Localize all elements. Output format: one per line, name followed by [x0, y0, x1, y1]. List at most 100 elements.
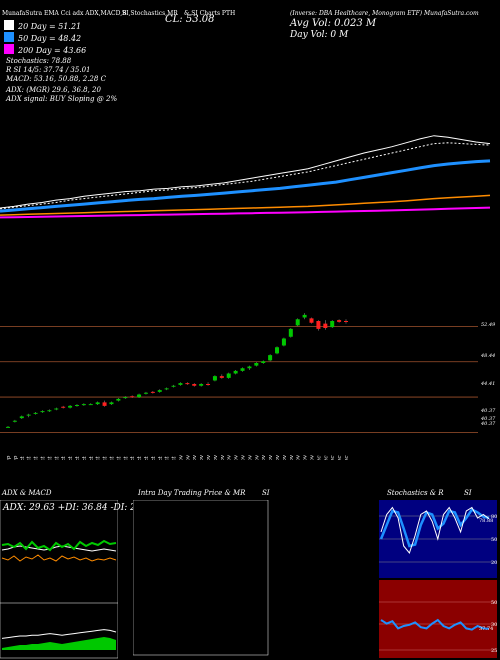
date-axis-label: 08 Nov: [213, 454, 219, 460]
candle-body: [295, 319, 300, 326]
candle-body: [88, 404, 93, 406]
rsi-line: [380, 618, 490, 631]
date-axis-label: 05 Dec: [337, 456, 343, 461]
candle-body: [123, 397, 128, 399]
date-axis-label: 01 Oct: [20, 456, 26, 460]
candle-body: [344, 321, 348, 322]
price-axis-label: 40.37: [480, 408, 496, 414]
candle-body: [323, 323, 328, 328]
adx-line-ADX: [1, 545, 117, 552]
date-axis-label: 11 Nov: [220, 454, 226, 460]
candle-body: [261, 361, 266, 363]
date-axis-label: 25 Nov: [289, 454, 295, 460]
price-axis-label: 40.37: [480, 421, 496, 427]
date-axis-label: 25 Oct: [144, 456, 150, 460]
candle-body: [337, 320, 342, 322]
date-axis-label: 26 Nov: [296, 454, 302, 460]
date-axis-label: 30 Sep: [13, 455, 19, 460]
stoch-value: 78.88: [479, 518, 493, 524]
date-axis-label: 04 Nov: [185, 454, 191, 460]
line-price: [0, 135, 491, 209]
ema200-legend: 200 Day = 43.66: [4, 44, 86, 55]
candle-body: [171, 385, 176, 387]
price-axis-label: 48.44: [480, 353, 495, 359]
adx-line-+DI: [1, 539, 117, 552]
candle-body: [185, 383, 190, 385]
day-volume: Day Vol: 0 M: [290, 30, 349, 40]
date-axis-label: 20 Nov: [268, 454, 274, 460]
candle-body: [254, 363, 259, 366]
candle-body: [74, 405, 79, 406]
candle-body: [212, 376, 217, 381]
date-axis-label: 14 Oct: [82, 456, 88, 460]
candle-body: [192, 384, 197, 386]
stoch-slow-line: [379, 507, 490, 548]
date-axis-label: 18 Nov: [254, 454, 260, 460]
line-ema100: [0, 194, 491, 216]
candle-body: [247, 366, 252, 369]
stoch-tick: 50: [491, 537, 497, 543]
candle-body: [137, 394, 142, 398]
date-axis-label: 12 Nov: [227, 454, 233, 460]
date-axis-label: 16 Oct: [96, 456, 102, 460]
rsi-readout: R SI 14/5: 37.74 / 35.01: [6, 66, 91, 74]
stoch-panel-si: SI: [464, 489, 472, 497]
candlesticks: [6, 313, 348, 428]
candle-body: [178, 383, 183, 385]
candle-body: [157, 390, 162, 392]
date-axis-label: 01 Nov: [178, 454, 184, 460]
adx-line--DI: [1, 554, 117, 562]
date-axis-label: 03 Dec: [323, 456, 329, 461]
ema50-label: 50 Day = 48.42: [18, 34, 82, 43]
candle-body: [206, 384, 211, 385]
date-axis-label: 07 Nov: [206, 454, 212, 460]
date-axis-label: 28 Oct: [151, 456, 157, 460]
date-axis-label: 15 Nov: [247, 454, 253, 460]
date-axis-label: 29 Nov: [310, 454, 316, 460]
candle-body: [12, 420, 17, 422]
date-axis-label: 21 Oct: [116, 456, 122, 460]
ema20-legend: 20 Day = 51.21: [4, 20, 81, 31]
macd-line: [1, 629, 117, 639]
date-axis-label: 09 Oct: [61, 456, 67, 460]
adx-readout: ADX: (MGR) 29.6, 36.8, 20: [6, 86, 101, 94]
date-axis-label: 29 Oct: [158, 456, 164, 460]
candle-body: [268, 355, 273, 361]
stoch-tick: 20: [491, 560, 497, 566]
candle-body: [47, 410, 52, 412]
date-axis-label: 04 Dec: [330, 456, 336, 461]
date-axis-label: 31 Oct: [172, 456, 178, 460]
ema20-swatch: [4, 20, 14, 30]
date-axis-label: 18 Oct: [109, 456, 115, 460]
adx-macd-panel: [0, 500, 118, 659]
candle-body: [68, 405, 73, 408]
date-axis-label: 13 Nov: [234, 454, 240, 460]
candle-body: [109, 402, 114, 405]
intra-panel-si: SI: [262, 489, 270, 497]
stochastics-rsi-panel: 80 50 20 50 30 25 78.88 37.74: [379, 500, 497, 658]
stoch-panel-title: Stochastics & R: [387, 489, 444, 497]
adx-panel-title: ADX & MACD: [2, 489, 52, 497]
rsi-tick: 25: [491, 648, 497, 654]
candle-body: [199, 384, 204, 386]
line-ema20: [0, 142, 491, 210]
line-ema50: [0, 159, 491, 213]
rsi-tick: 50: [491, 600, 497, 606]
candle-body: [40, 411, 45, 413]
date-axis-label: 19 Nov: [261, 454, 267, 460]
candle-body: [164, 388, 169, 390]
date-axis-label: 24 Oct: [137, 456, 143, 460]
candle-body: [150, 391, 155, 393]
candle-body: [143, 392, 148, 394]
date-axis-label: 30 Oct: [165, 456, 171, 460]
date-axis-label: 27 Sep: [6, 455, 12, 460]
ema20-label: 20 Day = 51.21: [18, 22, 82, 31]
date-axis-label: 14 Nov: [241, 454, 247, 460]
candle-body: [116, 398, 121, 401]
header-line1-ticker: & SI Charts PTH: [184, 10, 236, 17]
ema200-label: 200 Day = 43.66: [18, 46, 87, 55]
date-axis-label: 04 Oct: [40, 456, 46, 460]
candle-body: [288, 328, 293, 337]
candle-body: [240, 368, 245, 371]
